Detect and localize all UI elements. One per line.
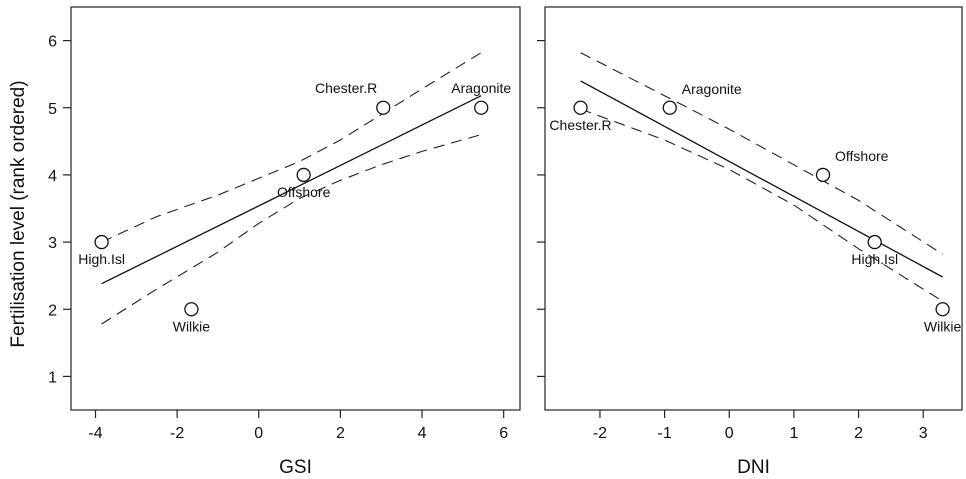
- point-label: Chester.R: [549, 117, 611, 133]
- x-axis-title-1: GSI: [279, 457, 312, 478]
- point-label: Wilkie: [173, 318, 211, 334]
- ci-upper-line: [580, 52, 943, 255]
- panel-frame-1: [70, 6, 521, 411]
- x-tick-label: 2: [336, 425, 345, 442]
- data-point: [296, 167, 311, 183]
- point-label: Offshore: [835, 148, 889, 164]
- point-label: Aragonite: [682, 81, 742, 97]
- ci-lower-line: [101, 134, 482, 325]
- data-point: [573, 100, 588, 115]
- data-point: [184, 302, 199, 317]
- x-axis-title-2: DNI: [737, 457, 770, 478]
- point-label: High.Isl: [851, 251, 898, 267]
- fit-line: [580, 80, 943, 278]
- x-tick-label: 0: [725, 425, 734, 442]
- ci-lower-line: [580, 108, 943, 302]
- data-point: [94, 234, 109, 250]
- y-tick-label: 1: [48, 369, 57, 386]
- y-tick-label: 2: [48, 302, 57, 319]
- ci-upper-line: [101, 52, 482, 243]
- x-tick-label: 2: [854, 425, 863, 442]
- point-label: High.Isl: [78, 251, 125, 267]
- x-tick-label: 1: [789, 425, 798, 442]
- fit-line: [101, 95, 482, 285]
- y-tick-label: 6: [48, 34, 57, 51]
- y-axis-title: Fertilisation level (rank ordered): [8, 80, 29, 347]
- y-tick-label: 3: [48, 235, 57, 252]
- panel-frame-2: [544, 6, 963, 411]
- data-point: [662, 100, 677, 115]
- data-point: [815, 167, 831, 183]
- x-tick-label: 6: [499, 425, 508, 442]
- x-tick-label: -1: [657, 425, 671, 442]
- x-tick-label: -4: [88, 425, 102, 442]
- data-point: [867, 234, 882, 250]
- x-tick-label: -2: [593, 425, 607, 442]
- point-label: Aragonite: [451, 80, 511, 96]
- x-tick-label: -2: [170, 425, 184, 442]
- x-tick-label: 4: [418, 425, 427, 442]
- data-point: [376, 100, 391, 115]
- x-tick-label: 0: [254, 425, 263, 442]
- x-tick-label: 3: [919, 425, 928, 442]
- y-tick-label: 4: [48, 168, 57, 185]
- y-tick-label: 5: [48, 101, 57, 118]
- point-label: Chester.R: [315, 80, 377, 96]
- point-label: Wilkie: [924, 318, 962, 334]
- data-point: [474, 100, 489, 115]
- data-point: [935, 302, 950, 317]
- point-label: Offshore: [277, 184, 331, 200]
